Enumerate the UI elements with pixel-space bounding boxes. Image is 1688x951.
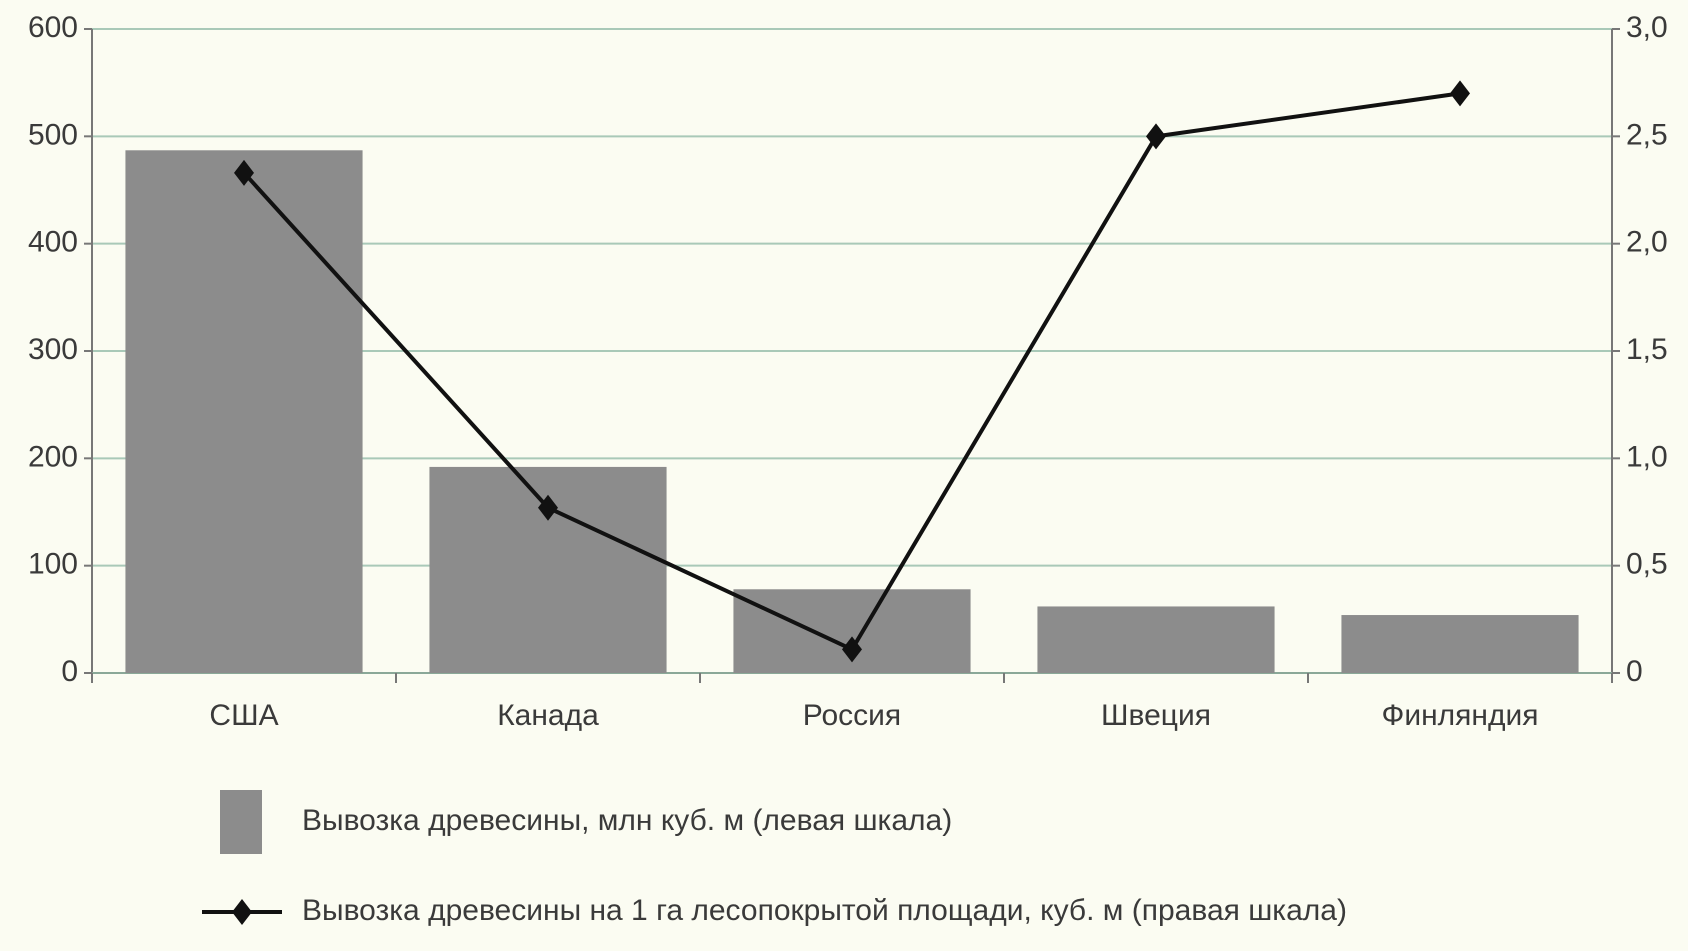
y-tick-label: 400 xyxy=(28,226,78,259)
y2-tick-label: 2,0 xyxy=(1626,226,1668,259)
bar xyxy=(1341,615,1579,673)
legend-swatch xyxy=(220,790,262,854)
x-tick-label: США xyxy=(209,699,278,732)
y-tick-label: 500 xyxy=(28,118,78,151)
marker xyxy=(842,636,862,663)
y-tick-label: 200 xyxy=(28,440,78,473)
y-tick-label: 0 xyxy=(61,655,78,688)
y2-tick-label: 0,5 xyxy=(1626,548,1668,581)
y2-tick-label: 2,5 xyxy=(1626,118,1668,151)
y2-tick-label: 1,0 xyxy=(1626,440,1668,473)
bar xyxy=(1037,606,1275,673)
x-tick-label: Россия xyxy=(803,699,901,732)
y2-tick-label: 0 xyxy=(1626,655,1643,688)
legend-marker xyxy=(232,899,252,925)
y-tick-label: 100 xyxy=(28,548,78,581)
x-tick-label: Швеция xyxy=(1101,699,1211,732)
x-tick-label: Финляндия xyxy=(1382,699,1539,732)
bar xyxy=(125,150,363,673)
marker xyxy=(1146,123,1166,150)
marker xyxy=(538,494,558,521)
y-tick-label: 600 xyxy=(28,11,78,44)
marker xyxy=(234,159,254,186)
y-tick-label: 300 xyxy=(28,333,78,366)
y2-tick-label: 1,5 xyxy=(1626,333,1668,366)
legend-label: Вывозка древесины, млн куб. м (левая шка… xyxy=(302,804,952,837)
legend-label: Вывозка древесины на 1 га лесопокрытой п… xyxy=(302,894,1347,927)
x-tick-label: Канада xyxy=(497,699,599,732)
y2-tick-label: 3,0 xyxy=(1626,11,1668,44)
marker xyxy=(1450,80,1470,107)
